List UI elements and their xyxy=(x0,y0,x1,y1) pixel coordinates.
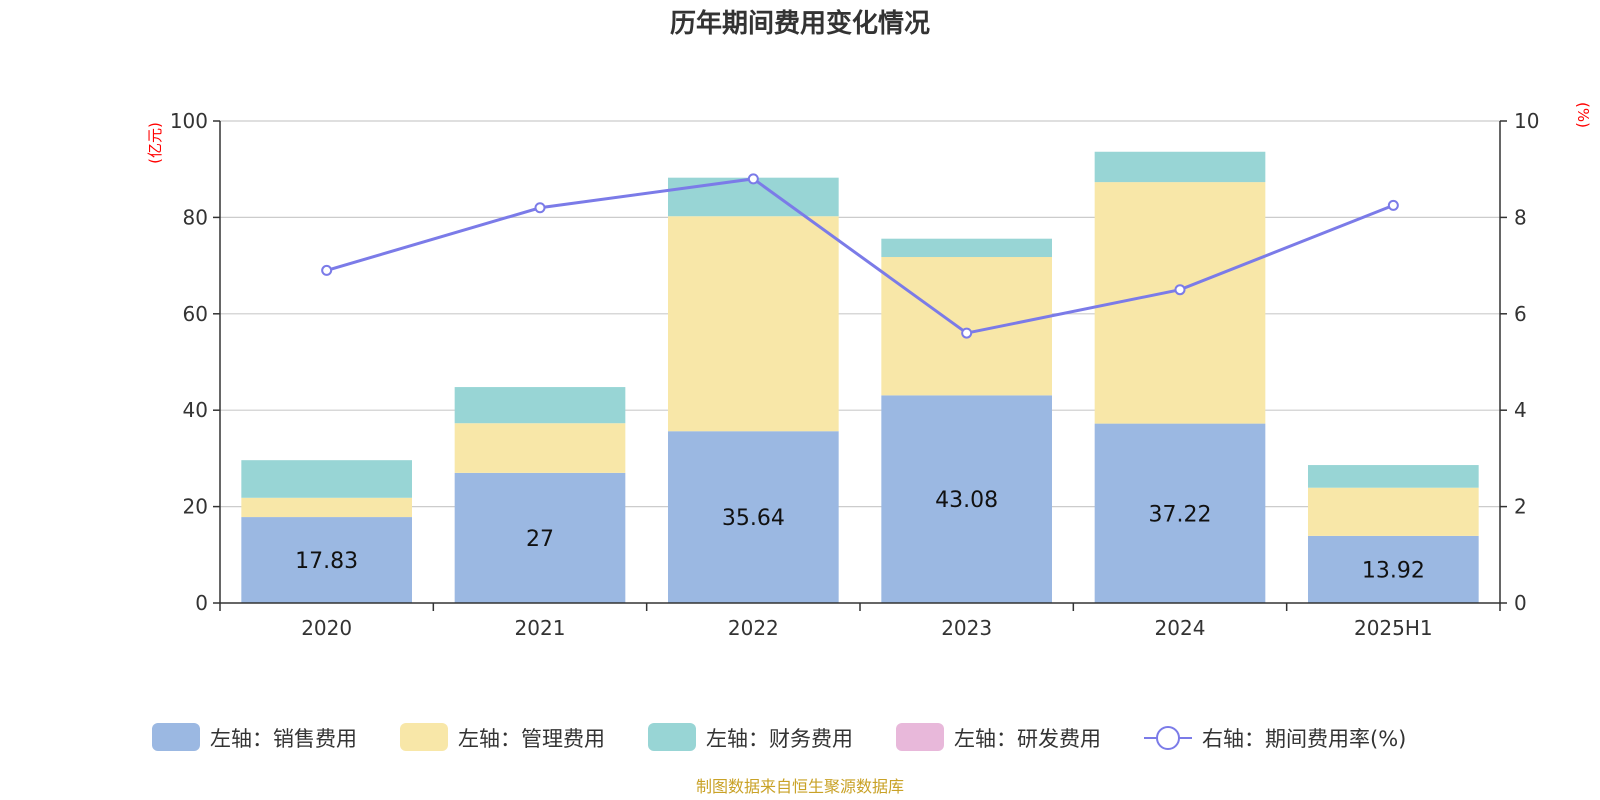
legend-marker xyxy=(1156,726,1180,750)
bar-segment xyxy=(1094,151,1266,183)
legend-label: 左轴：销售费用 xyxy=(210,727,357,751)
axes: 0 20 40 60 80 100 0 2 4 6 8 10 2020 2021 2022 2023 2024 2… xyxy=(170,109,1540,640)
bar-segment xyxy=(1308,535,1479,603)
bar-segment xyxy=(668,216,839,432)
x-axis-tick-label: 2023 xyxy=(941,616,992,640)
rate-line-series xyxy=(321,173,1399,339)
right-axis-tick-label: 10 xyxy=(1514,109,1539,133)
bar-segment xyxy=(1308,487,1479,536)
right-axis-tick-label: 6 xyxy=(1514,302,1527,326)
rate-point xyxy=(1387,199,1399,211)
left-axis-unit: (亿元) xyxy=(146,122,164,164)
bar-segment xyxy=(1094,423,1266,603)
grid-lines xyxy=(220,120,1500,508)
legend: 左轴：销售费用 左轴：管理费用 左轴：财务费用 左轴：研发费用 右轴：期间费用率(%) xyxy=(152,723,1406,751)
bar-segment xyxy=(241,497,412,518)
bar-segment xyxy=(881,395,1052,603)
x-axis-tick-label: 2020 xyxy=(301,616,352,640)
bar-series: 17.83 27 35.64 43.08 37.22 13.92 xyxy=(241,151,1479,603)
left-axis-tick-label: 20 xyxy=(183,495,208,519)
bar-segment xyxy=(454,472,626,603)
bar-segment xyxy=(1308,465,1479,488)
bar-data-label: 27 xyxy=(526,527,554,552)
bar-segment xyxy=(881,257,1052,396)
left-axis-tick-label: 60 xyxy=(183,302,208,326)
bar-segment xyxy=(1094,182,1266,424)
legend-swatch xyxy=(648,723,696,751)
x-axis-tick-label: 2024 xyxy=(1155,616,1206,640)
rate-point xyxy=(321,264,333,276)
right-axis-tick-label: 4 xyxy=(1514,398,1527,422)
bar-segment xyxy=(241,517,412,603)
bar-data-label: 43.08 xyxy=(935,488,998,513)
legend-label: 左轴：研发费用 xyxy=(954,727,1101,751)
bar-segment xyxy=(454,423,626,473)
left-axis-tick-label: 0 xyxy=(195,591,208,615)
bar-segment xyxy=(881,238,1052,258)
x-axis-tick-label: 2021 xyxy=(515,616,566,640)
rate-point xyxy=(1174,284,1186,296)
left-axis-tick-label: 100 xyxy=(170,109,208,133)
rate-point xyxy=(534,202,546,214)
bar-segment xyxy=(241,460,412,498)
rate-point xyxy=(961,327,973,339)
legend-label: 左轴：财务费用 xyxy=(706,727,853,751)
legend-swatch xyxy=(152,723,200,751)
right-axis-tick-label: 8 xyxy=(1514,205,1527,229)
bar-data-label: 35.64 xyxy=(722,506,785,531)
legend-label: 左轴：管理费用 xyxy=(458,727,605,751)
bar-segment xyxy=(454,387,626,424)
right-axis-unit: (%) xyxy=(1574,102,1592,128)
bar-data-label: 13.92 xyxy=(1362,558,1425,583)
bar-data-label: 37.22 xyxy=(1149,502,1212,527)
left-axis-tick-label: 80 xyxy=(183,205,208,229)
bar-segment xyxy=(668,431,839,603)
source-note: 制图数据来自恒生聚源数据库 xyxy=(696,777,904,796)
bar-data-label: 17.83 xyxy=(295,549,358,574)
right-axis-tick-label: 0 xyxy=(1514,591,1527,615)
right-axis-tick-label: 2 xyxy=(1514,495,1527,519)
rate-line xyxy=(326,177,1394,335)
legend-label: 右轴：期间费用率(%) xyxy=(1202,727,1406,751)
left-axis-tick-label: 40 xyxy=(183,398,208,422)
legend-swatch xyxy=(896,723,944,751)
chart-title: 历年期间费用变化情况 xyxy=(670,8,930,39)
rate-point xyxy=(747,173,759,185)
x-axis-tick-label: 2025H1 xyxy=(1354,616,1433,640)
legend-swatch xyxy=(400,723,448,751)
x-axis-tick-label: 2022 xyxy=(728,616,779,640)
